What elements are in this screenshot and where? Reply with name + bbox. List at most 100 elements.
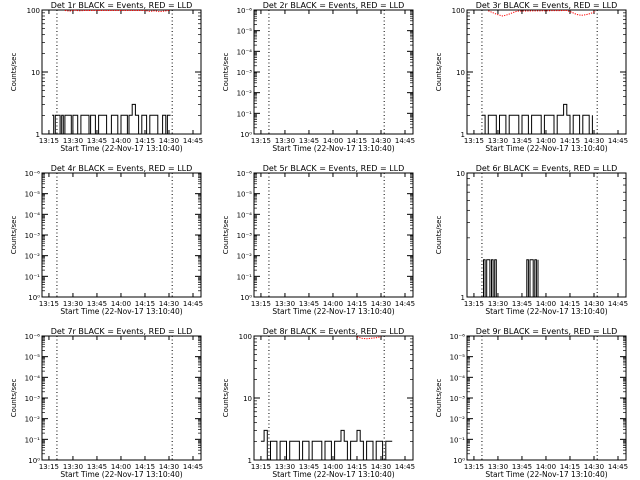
x-tick-label: 13:45 — [87, 137, 107, 145]
x-tick-label: 14:15 — [347, 137, 367, 145]
x-tick-label: 14:30 — [584, 300, 604, 308]
series-lld — [488, 9, 596, 17]
y-tick-label: 10⁻³ — [25, 395, 41, 403]
x-tick-label: 14:15 — [135, 137, 155, 145]
y-tick-label: 10⁻⁵ — [237, 191, 253, 199]
x-tick-label: 13:30 — [63, 137, 83, 145]
panel-title: Det 5r BLACK = Events, RED = LLD — [263, 164, 405, 173]
y-tick-label: 10⁻¹ — [237, 273, 253, 281]
x-tick-label: 14:00 — [536, 137, 556, 145]
y-tick-label: 10⁰ — [240, 294, 252, 302]
y-tick-label: 1 — [461, 131, 465, 139]
y-tick-label: 10⁻³ — [237, 232, 253, 240]
y-tick-label: 10⁻¹ — [237, 110, 253, 118]
x-tick-label: 14:45 — [395, 300, 415, 308]
x-tick-label: 14:15 — [347, 463, 367, 471]
y-tick-label: 10 — [243, 395, 252, 403]
x-tick-label: 14:30 — [159, 463, 179, 471]
plot-frame — [466, 335, 627, 461]
x-tick-label: 13:15 — [251, 463, 271, 471]
y-tick-label: 100 — [27, 7, 40, 15]
y-tick-label: 10⁻⁴ — [237, 211, 253, 219]
x-tick-label: 14:00 — [323, 300, 343, 308]
x-tick-label: 13:30 — [488, 463, 508, 471]
x-tick-label: 14:15 — [347, 300, 367, 308]
x-axis-label: Start Time (22-Nov-17 13:10:40) — [272, 144, 394, 153]
y-tick-label: 1 — [248, 457, 252, 465]
y-tick-label: 10⁻⁶ — [25, 170, 41, 178]
x-tick-label: 14:15 — [560, 463, 580, 471]
x-tick-label: 14:00 — [111, 300, 131, 308]
y-axis-label: Counts/sec — [435, 53, 443, 92]
x-tick-label: 14:45 — [395, 137, 415, 145]
y-tick-label: 10⁻³ — [25, 232, 41, 240]
panel-title: Det 9r BLACK = Events, RED = LLD — [476, 327, 618, 336]
x-tick-label: 13:45 — [87, 300, 107, 308]
x-tick-label: 13:45 — [512, 137, 532, 145]
x-axis-label: Start Time (22-Nov-17 13:10:40) — [272, 307, 394, 316]
x-tick-label: 14:45 — [183, 137, 203, 145]
x-tick-label: 13:45 — [299, 463, 319, 471]
x-tick-label: 14:00 — [536, 463, 556, 471]
plot-frame — [41, 172, 202, 298]
y-tick-label: 10⁻⁵ — [25, 354, 41, 362]
y-tick-label: 10⁻¹ — [450, 436, 466, 444]
y-axis-label: Counts/sec — [222, 379, 230, 418]
y-tick-label: 10⁻⁵ — [237, 28, 253, 36]
series-lld — [356, 336, 382, 340]
panel-det-5: Det 5r BLACK = Events, RED = LLD 13:15 13:… — [222, 164, 415, 316]
plot-frame — [466, 172, 627, 298]
x-tick-label: 13:15 — [39, 137, 59, 145]
series-events — [481, 259, 539, 298]
panel-det-7: Det 7r BLACK = Events, RED = LLD 13:15 13:… — [10, 327, 203, 479]
x-axis-label: Start Time (22-Nov-17 13:10:40) — [485, 307, 607, 316]
x-tick-label: 13:30 — [488, 300, 508, 308]
x-tick-label: 14:30 — [371, 300, 391, 308]
panel-title: Det 8r BLACK = Events, RED = LLD — [263, 327, 405, 336]
x-tick-label: 13:15 — [464, 300, 484, 308]
y-tick-label: 10⁰ — [28, 294, 40, 302]
x-tick-label: 14:45 — [183, 300, 203, 308]
y-axis-label: Counts/sec — [10, 53, 18, 92]
x-axis-label: Start Time (22-Nov-17 13:10:40) — [485, 470, 607, 479]
y-tick-label: 1 — [461, 294, 465, 302]
y-tick-label: 10⁻² — [237, 90, 253, 98]
x-tick-label: 13:15 — [39, 463, 59, 471]
panel-det-9: Det 9r BLACK = Events, RED = LLD 13:15 13:… — [435, 327, 628, 479]
x-tick-label: 13:45 — [299, 137, 319, 145]
y-tick-label: 10 — [456, 170, 465, 178]
y-tick-label: 10⁻⁴ — [450, 374, 466, 382]
x-tick-label: 14:15 — [560, 137, 580, 145]
x-tick-label: 13:45 — [512, 300, 532, 308]
x-tick-label: 13:15 — [464, 463, 484, 471]
y-tick-label: 10⁻³ — [237, 69, 253, 77]
y-tick-label: 10⁰ — [28, 457, 40, 465]
y-axis-label: Counts/sec — [10, 379, 18, 418]
x-tick-label: 14:45 — [608, 137, 628, 145]
panel-title: Det 1r BLACK = Events, RED = LLD — [51, 1, 193, 10]
x-tick-label: 13:15 — [464, 137, 484, 145]
x-tick-label: 14:00 — [111, 463, 131, 471]
y-tick-label: 10⁻² — [25, 253, 41, 261]
y-tick-label: 10 — [456, 69, 465, 77]
x-axis-label: Start Time (22-Nov-17 13:10:40) — [60, 470, 182, 479]
y-tick-label: 10⁻⁶ — [450, 333, 466, 341]
x-axis-label: Start Time (22-Nov-17 13:10:40) — [485, 144, 607, 153]
panel-title: Det 3r BLACK = Events, RED = LLD — [476, 1, 618, 10]
y-tick-label: 10⁻¹ — [25, 273, 41, 281]
y-tick-label: 10⁻² — [25, 416, 41, 424]
x-tick-label: 14:00 — [111, 137, 131, 145]
x-axis-label: Start Time (22-Nov-17 13:10:40) — [60, 144, 182, 153]
y-tick-label: 10⁻⁶ — [25, 333, 41, 341]
x-tick-label: 14:15 — [560, 300, 580, 308]
x-tick-label: 13:15 — [251, 300, 271, 308]
x-tick-label: 13:45 — [87, 463, 107, 471]
y-tick-label: 10⁻⁶ — [237, 170, 253, 178]
y-tick-label: 10⁻⁴ — [25, 374, 41, 382]
series-events — [260, 429, 393, 461]
x-tick-label: 13:30 — [63, 300, 83, 308]
panel-title: Det 4r BLACK = Events, RED = LLD — [51, 164, 193, 173]
panel-title: Det 2r BLACK = Events, RED = LLD — [263, 1, 405, 10]
y-tick-label: 100 — [452, 7, 465, 15]
